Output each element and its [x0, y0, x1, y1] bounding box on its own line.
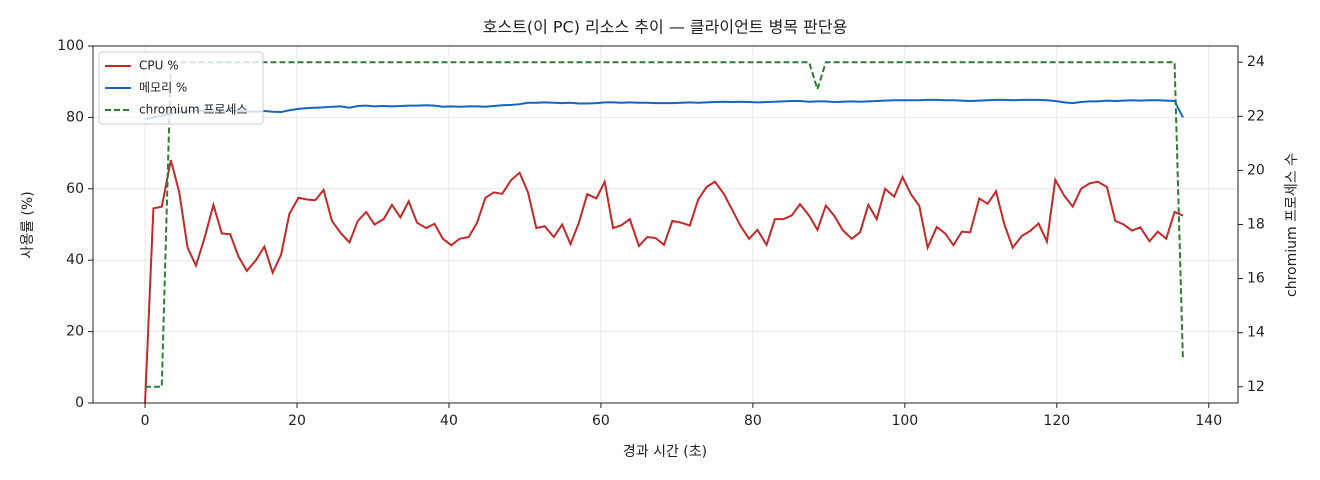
y-tick-label: 100 [57, 38, 84, 54]
y2-tick-label: 20 [1247, 162, 1265, 178]
legend-label: chromium 프로세스 [139, 103, 248, 117]
y2-tick-label: 12 [1247, 379, 1265, 395]
legend-label: 메모리 % [139, 81, 187, 95]
x-tick-label: 0 [141, 413, 150, 429]
x-tick-label: 100 [891, 413, 918, 429]
y-tick-label: 0 [75, 395, 84, 411]
plot-frame [92, 45, 1239, 404]
x-tick-label: 20 [288, 413, 306, 429]
y-tick-label: 40 [66, 252, 84, 268]
x-tick-label: 60 [592, 413, 610, 429]
series-line [144, 98, 1184, 121]
y-axis-label: 사용률 (%) [20, 191, 36, 258]
y2-axis-label: chromium 프로세스 수 [1284, 153, 1300, 297]
x-tick-label: 40 [440, 413, 458, 429]
y2-tick-label: 14 [1247, 325, 1265, 341]
legend-box [98, 51, 264, 125]
x-tick-label: 120 [1043, 413, 1070, 429]
series-line [144, 159, 1184, 404]
y-tick-label: 20 [66, 324, 84, 340]
y-tick-label: 80 [66, 109, 84, 125]
y2-tick-label: 22 [1247, 108, 1265, 124]
x-tick-label: 140 [1195, 413, 1222, 429]
y-tick-label: 60 [66, 181, 84, 197]
x-axis-label: 경과 시간 (초) [623, 444, 707, 460]
x-tick-label: 80 [744, 413, 762, 429]
chart-title: 호스트(이 PC) 리소스 추이 — 클라이언트 병목 판단용 [483, 18, 848, 37]
legend-label: CPU % [139, 59, 179, 73]
y2-tick-label: 16 [1247, 271, 1265, 287]
y2-tick-label: 18 [1247, 217, 1265, 233]
series-line [145, 61, 1184, 388]
y2-tick-label: 24 [1247, 54, 1265, 70]
